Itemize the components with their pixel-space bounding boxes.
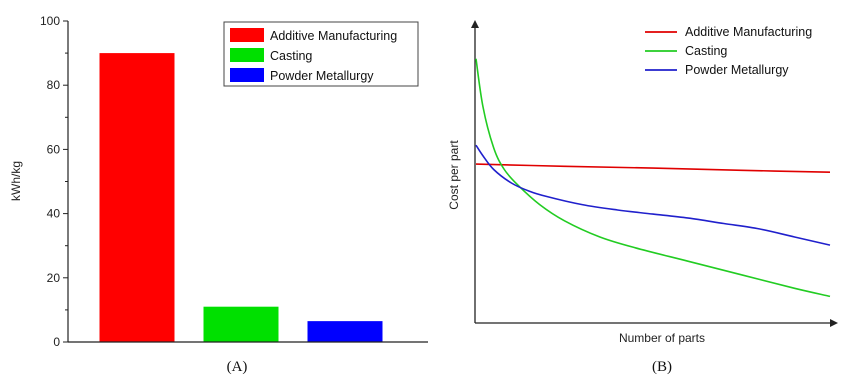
panel-b-y-axis-label: Cost per part — [447, 140, 461, 210]
legend-label-additive-manufacturing: Additive Manufacturing — [270, 29, 397, 43]
panel-a-bars — [99, 53, 383, 342]
legend-label-powder-metallurgy: Powder Metallurgy — [685, 63, 789, 77]
panel-a-y-tick-label: 40 — [47, 207, 61, 221]
panel-a-y-tick-label: 60 — [47, 142, 61, 156]
panel-b-axes — [471, 20, 838, 327]
panel-a-y-ticks: 0 20 40 60 80 100 — [40, 14, 68, 349]
panel-b-y-axis-arrow — [471, 20, 479, 28]
panel-a-y-tick-label: 80 — [47, 78, 61, 92]
legend-label-powder-metallurgy: Powder Metallurgy — [270, 69, 374, 83]
panel-a-legend: Additive Manufacturing Casting Powder Meta… — [223, 21, 419, 87]
legend-label-casting: Casting — [685, 44, 727, 58]
legend-label-casting: Casting — [270, 49, 312, 63]
line-powder-metallurgy — [475, 144, 831, 246]
panel-a: 0 20 40 60 80 100 kWh/kg Additive Manufacturi… — [9, 14, 428, 375]
line-additive-manufacturing — [475, 163, 831, 173]
legend-swatch-powder-metallurgy — [230, 68, 264, 82]
legend-label-additive-manufacturing: Additive Manufacturing — [685, 25, 812, 39]
bar-casting — [203, 306, 279, 342]
panel-a-y-tick-label: 20 — [47, 271, 61, 285]
panel-b-x-axis-arrow — [830, 319, 838, 327]
panel-b-legend: Additive Manufacturing Casting Powder Meta… — [645, 25, 812, 77]
panel-a-y-axis-label: kWh/kg — [9, 161, 23, 201]
bar-additive-manufacturing — [99, 53, 175, 342]
bar-powder-metallurgy — [307, 321, 383, 342]
panel-b-lines — [475, 58, 831, 298]
panel-a-y-tick-label: 100 — [40, 14, 60, 28]
panel-b: Cost per part Number of parts Additive M… — [447, 20, 838, 375]
line-casting — [475, 58, 831, 298]
panel-a-y-tick-label: 0 — [53, 335, 60, 349]
legend-swatch-casting — [230, 48, 264, 62]
legend-swatch-additive-manufacturing — [230, 28, 264, 42]
panel-b-x-axis-label: Number of parts — [619, 331, 705, 345]
panel-b-caption: (B) — [652, 359, 672, 375]
panel-a-caption: (A) — [227, 359, 248, 375]
